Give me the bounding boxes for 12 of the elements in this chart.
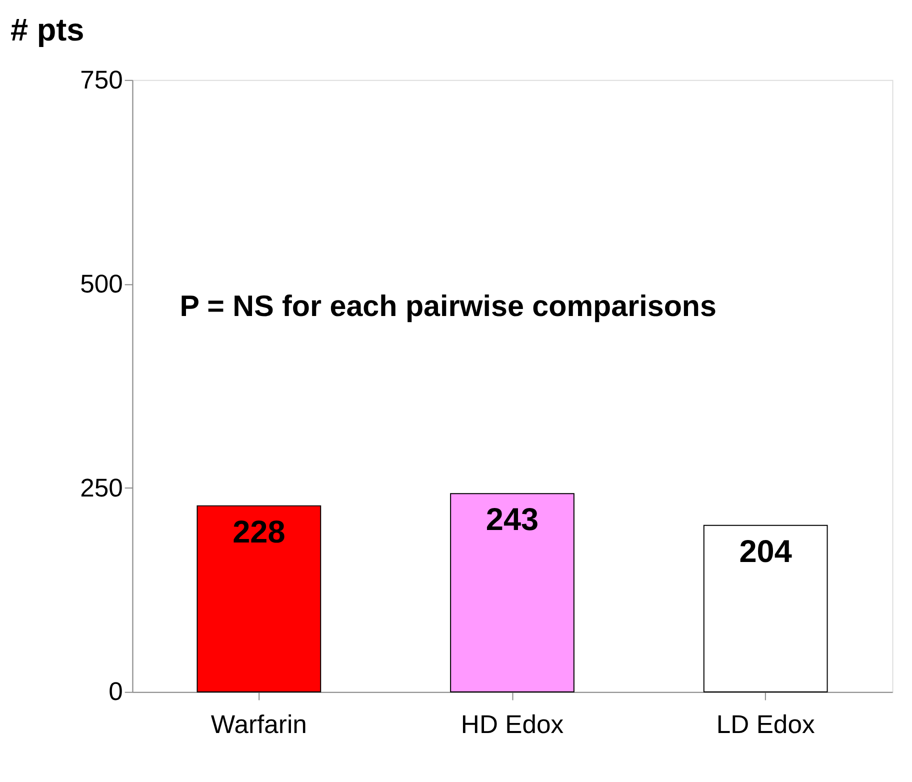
- data-label: 243: [486, 501, 539, 538]
- x-tick-label: HD Edox: [460, 710, 564, 739]
- y-tick-label: 0: [108, 678, 123, 706]
- data-label: 228: [232, 513, 286, 550]
- y-tick-label: 500: [80, 270, 123, 298]
- x-tick-label: LD Edox: [716, 710, 815, 739]
- annotation: P = NS for each pairwise comparisons: [180, 290, 716, 323]
- y-tick-label: 750: [80, 66, 123, 94]
- data-label: 204: [739, 532, 792, 569]
- y-tick-label: 250: [80, 474, 123, 502]
- x-tick-label: Warfarin: [210, 710, 307, 739]
- y-axis-title: # pts: [10, 11, 84, 48]
